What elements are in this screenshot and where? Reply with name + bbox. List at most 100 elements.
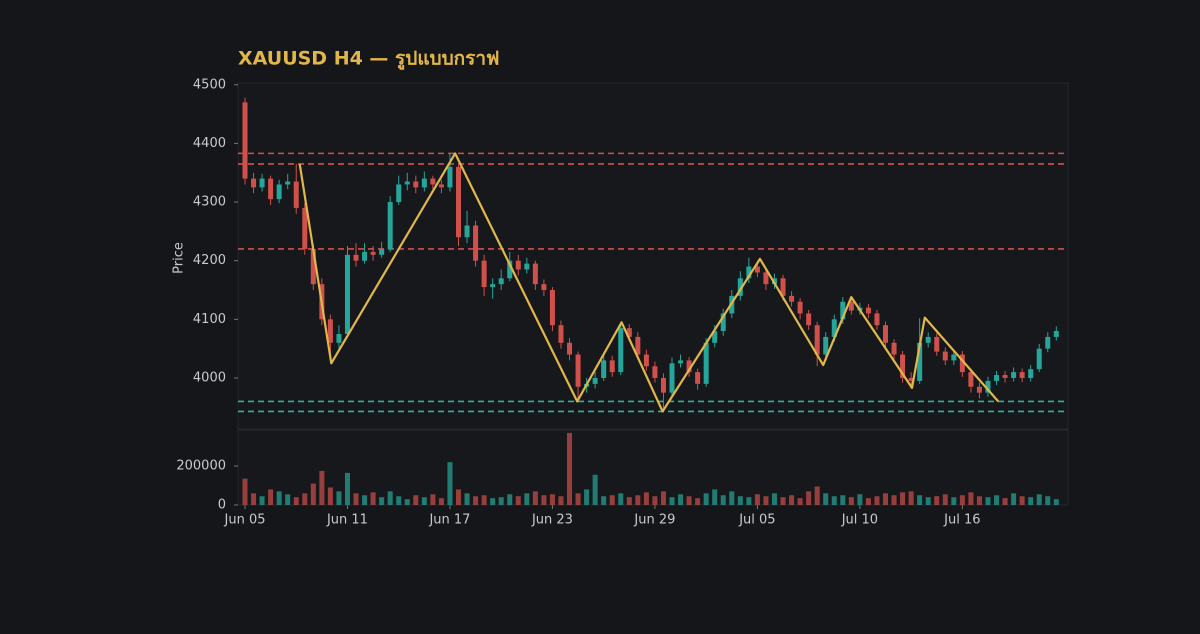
- chart-title: XAUUSD H4 — รูปแบบกราฟ: [238, 48, 500, 71]
- volume-bar: [481, 495, 487, 505]
- candle-body: [515, 260, 521, 270]
- volume-bar: [1002, 498, 1008, 505]
- candle-body: [686, 360, 692, 373]
- volume-bar: [908, 491, 914, 505]
- volume-bar: [362, 495, 368, 505]
- volume-bar: [626, 497, 632, 505]
- volume-tick-label: 0: [218, 498, 226, 513]
- volume-bar: [421, 497, 427, 505]
- volume-bar: [310, 483, 316, 505]
- x-tick-label: Jul 05: [738, 513, 775, 528]
- volume-bar: [976, 496, 982, 505]
- volume-bar: [353, 493, 359, 505]
- volume-bar: [1036, 494, 1042, 505]
- candle-body: [353, 254, 359, 261]
- y-axis-label: Price: [172, 242, 187, 274]
- candle-body: [643, 354, 649, 367]
- candle-body: [712, 331, 718, 343]
- volume-bar: [251, 493, 257, 505]
- candle-body: [456, 166, 461, 238]
- volume-bar: [831, 496, 837, 505]
- candle-body: [660, 377, 666, 393]
- volume-bar: [635, 495, 641, 505]
- volume-bar: [327, 487, 333, 505]
- volume-bar: [601, 496, 607, 505]
- candle-body: [438, 184, 444, 188]
- volume-bar: [737, 496, 743, 505]
- candle-body: [344, 254, 350, 334]
- candle-body: [968, 372, 974, 387]
- volume-bar: [302, 493, 308, 505]
- candle-body: [1036, 348, 1042, 370]
- x-tick-label: Jun 05: [224, 513, 266, 528]
- volume-bar: [883, 493, 888, 505]
- volume-bar: [490, 498, 496, 505]
- candle-body: [336, 333, 342, 343]
- candle-body: [797, 301, 803, 314]
- candle-body: [635, 336, 641, 355]
- candle-body: [720, 313, 726, 332]
- volume-bar: [285, 494, 291, 505]
- candle-body: [865, 307, 871, 314]
- candle-body: [362, 251, 368, 261]
- volume-bar: [404, 499, 410, 505]
- candle-body: [840, 301, 846, 320]
- volume-bar: [814, 486, 820, 505]
- volume-bar: [498, 497, 504, 505]
- candle-body: [1011, 372, 1017, 378]
- volume-bar: [1019, 496, 1025, 505]
- volume-bar: [456, 489, 461, 505]
- x-tick-label: Jun 23: [531, 513, 573, 528]
- volume-bar: [968, 492, 974, 505]
- volume-bar: [703, 493, 709, 505]
- volume-bar: [695, 498, 701, 505]
- candle-body: [959, 354, 965, 373]
- volume-bar: [507, 494, 513, 505]
- x-tick-label: Jun 17: [428, 513, 470, 528]
- x-tick-label: Jun 11: [326, 513, 368, 528]
- candle-body: [900, 354, 906, 378]
- candle-body: [678, 360, 684, 364]
- candle-body: [1028, 369, 1034, 378]
- candle-body: [558, 325, 564, 343]
- volume-bar: [370, 492, 376, 505]
- volume-bar: [464, 493, 470, 505]
- volume-bar: [720, 495, 726, 505]
- volume-bar: [789, 495, 795, 505]
- candle-body: [831, 319, 837, 337]
- volume-bar: [387, 491, 393, 505]
- candle-body: [404, 181, 410, 185]
- candle-body: [370, 251, 376, 255]
- volume-bar: [678, 494, 684, 505]
- candle-body: [609, 360, 615, 373]
- candle-body: [780, 278, 786, 296]
- candle-body: [601, 360, 607, 378]
- volume-bar: [515, 496, 521, 505]
- candle-body: [1019, 372, 1025, 378]
- candle-body: [413, 181, 419, 188]
- candle-body: [1002, 375, 1008, 378]
- volume-panel: [237, 429, 1069, 506]
- volume-bar: [1011, 493, 1017, 505]
- x-tick-label: Jul 16: [943, 513, 980, 528]
- candle-body: [934, 336, 940, 352]
- y-tick-label: 4100: [193, 312, 226, 327]
- candle-body: [848, 301, 854, 311]
- candle-body: [293, 181, 299, 208]
- volume-bar: [1045, 496, 1051, 505]
- candle-body: [268, 178, 274, 200]
- candle-body: [823, 336, 829, 355]
- volume-bar: [942, 494, 948, 505]
- candle-body: [626, 328, 632, 337]
- candle-body: [276, 184, 282, 200]
- candle-body: [951, 354, 957, 361]
- volume-bar: [541, 495, 547, 505]
- candle-body: [746, 266, 752, 279]
- zigzag-line: [298, 152, 1000, 413]
- y-tick-label: 4400: [193, 136, 226, 151]
- volume-bar: [857, 494, 863, 505]
- x-tick-label: Jun 29: [633, 513, 675, 528]
- candle-body: [917, 342, 923, 381]
- volume-bar: [1053, 499, 1059, 505]
